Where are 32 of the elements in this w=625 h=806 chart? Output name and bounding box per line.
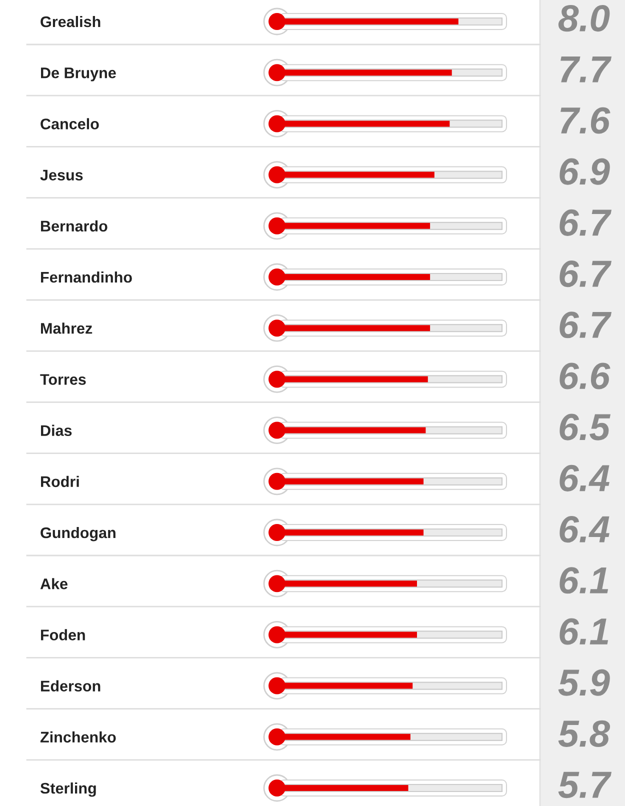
y-tick-label: Gundogan [40,526,116,542]
y-tick-label: Dias [41,424,72,436]
y-tick-label: Ederson [41,680,100,692]
y-tick-label: Grealish [40,16,100,28]
data-label: 6.9 [560,158,610,185]
y-tick-label: Sterling [40,782,96,797]
y-tick-label: Rodri [41,476,79,488]
y-tick-label: Cancelo [40,118,99,130]
y-tick-label: Zinchenko [40,731,116,743]
y-tick-label: Ake [40,578,68,590]
data-label: 5.9 [558,669,610,696]
y-tick-label: Bernardo [41,220,108,232]
y-tick-label: Mahrez [41,322,92,334]
data-label: 6.4 [560,464,610,492]
data-label: 6.1 [560,567,608,594]
data-label: 5.8 [558,720,610,747]
data-label: 6.4 [560,516,610,543]
data-label: 6.5 [560,414,611,440]
data-label: 8.0 [558,5,610,32]
data-label: 6.1 [560,618,608,645]
y-tick-label: De Bruyne [41,68,116,82]
y-tick-label: Torres [40,374,86,385]
data-label: 6.7 [560,312,612,338]
data-label: 7.7 [560,56,612,82]
data-label: 6.7 [560,209,612,236]
data-label: 6.6 [560,362,610,390]
data-label: 5.7 [558,772,612,798]
y-tick-label: Foden [41,629,85,640]
y-tick-label: Fernandinho [41,271,132,283]
y-tick-label: Jesus [40,170,83,180]
data-label: 7.6 [560,107,610,134]
data-label: 6.7 [560,260,612,288]
